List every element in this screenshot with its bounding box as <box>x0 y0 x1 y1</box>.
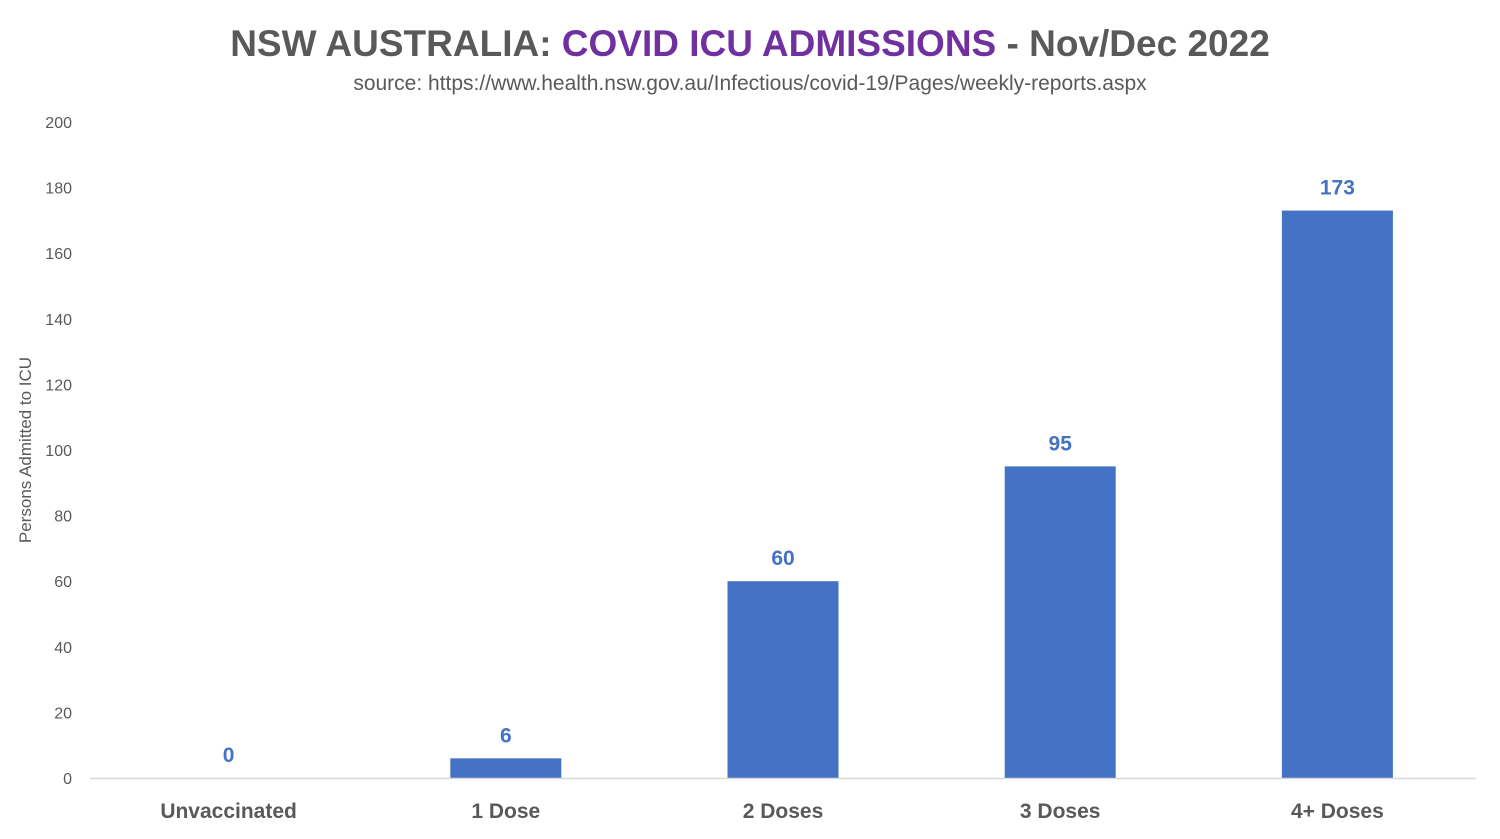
x-category-label: 3 Doses <box>1020 800 1101 823</box>
y-tick-label: 40 <box>54 640 72 657</box>
bar <box>727 581 839 778</box>
y-tick-label: 140 <box>45 312 72 329</box>
x-category-label: 4+ Doses <box>1291 800 1384 823</box>
chart-title-part-3: - Nov/Dec 2022 <box>996 23 1270 64</box>
y-tick-label: 160 <box>45 246 72 263</box>
bar <box>1281 210 1393 778</box>
x-category-label: 2 Doses <box>743 800 824 823</box>
data-label: 95 <box>1049 432 1073 455</box>
y-tick-label: 0 <box>63 771 72 788</box>
data-label: 60 <box>771 547 794 570</box>
bar <box>450 758 562 778</box>
y-axis-ticks: 0 20 40 60 80 100 120 140 160 180 200 <box>45 115 72 788</box>
chart-subtitle: source: https://www.health.nsw.gov.au/In… <box>353 72 1147 95</box>
chart-title-accent: COVID ICU ADMISSIONS <box>562 23 996 64</box>
chart-title-part-1: NSW AUSTRALIA: <box>230 23 562 64</box>
data-label: 6 <box>500 724 512 747</box>
data-label: 0 <box>223 744 235 767</box>
y-tick-label: 60 <box>54 574 72 591</box>
bar-series <box>450 210 1393 778</box>
data-label: 173 <box>1320 177 1355 200</box>
y-tick-label: 20 <box>54 705 72 722</box>
y-tick-label: 80 <box>54 509 72 526</box>
y-tick-label: 200 <box>45 115 72 132</box>
x-category-label: 1 Dose <box>471 800 540 823</box>
bar <box>1004 466 1116 778</box>
y-axis-title: Persons Admitted to ICU <box>16 357 35 543</box>
y-tick-label: 100 <box>45 443 72 460</box>
x-axis-categories: Unvaccinated 1 Dose 2 Doses 3 Doses 4+ Doses <box>160 800 1383 823</box>
y-tick-label: 120 <box>45 377 72 394</box>
data-labels: 0 6 60 95 173 <box>223 177 1355 767</box>
chart-title: NSW AUSTRALIA: COVID ICU ADMISSIONS - No… <box>230 23 1270 64</box>
y-tick-label: 180 <box>45 181 72 198</box>
x-category-label: Unvaccinated <box>160 800 297 823</box>
